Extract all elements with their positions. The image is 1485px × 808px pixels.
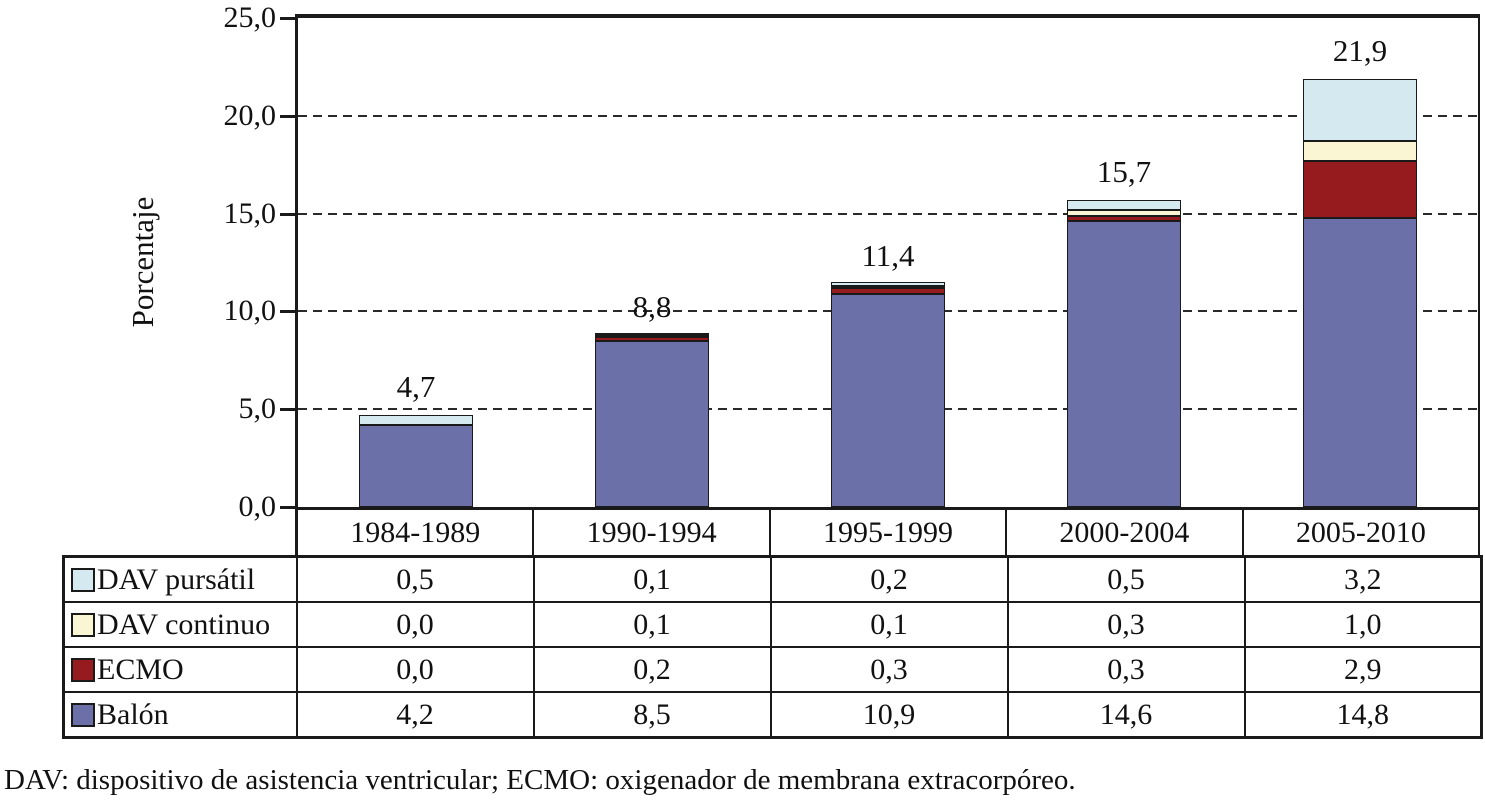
series-name-label: ECMO	[97, 652, 184, 686]
series-name-label: Balón	[97, 697, 169, 731]
legend-cell: Balón	[62, 691, 298, 739]
table-value-cell: 0,1	[769, 601, 1009, 648]
legend-swatch-dav-pursátil-icon	[71, 567, 95, 592]
y-tick-label: 0,0	[238, 490, 277, 523]
bar-segment-dav-continuo	[1067, 209, 1181, 216]
legend-swatch-dav-continuo-icon	[71, 612, 95, 637]
y-tick-mark	[280, 310, 295, 314]
legend-swatch-balón-icon	[71, 702, 95, 727]
x-axis-category-label: 1990-1994	[534, 510, 771, 555]
y-axis-title: Porcentaje	[125, 196, 160, 328]
y-tick-mark	[280, 212, 295, 216]
footnote: DAV: dispositivo de asistencia ventricul…	[4, 764, 1076, 796]
table-value-cell: 0,0	[295, 601, 535, 648]
bar-total-label: 4,7	[396, 369, 436, 405]
y-tick-label: 25,0	[223, 1, 277, 34]
plot-inner: 4,7 8,8 11,4 15,7 21,9	[298, 18, 1478, 507]
bar-segment-ecmo	[1067, 215, 1181, 222]
bar-segment-dav-continuo	[831, 285, 945, 288]
y-tick-mark	[280, 506, 295, 509]
legend-cell: DAV continuo	[62, 601, 298, 648]
table-value-cell: 0,3	[1006, 601, 1246, 648]
bar-segment-balón	[1067, 221, 1181, 507]
bar-segment-dav-continuo	[595, 334, 709, 337]
data-table: DAV pursátil 0,5 0,1 0,2 0,5 3,2 DAV continuo 0…	[62, 555, 1483, 739]
bar-segment-ecmo	[831, 287, 945, 294]
x-axis-category-label: 1984-1989	[298, 510, 535, 555]
table-value-cell: 3,2	[1243, 555, 1483, 603]
table-value-cell: 0,5	[1006, 555, 1246, 603]
x-axis-category-label: 2000-2004	[1007, 510, 1244, 555]
series-name-label: DAV continuo	[97, 607, 271, 641]
bar-segment-balón	[831, 293, 945, 507]
bar-segment-balón	[595, 340, 709, 507]
plot-area: 4,7 8,8 11,4 15,7 21,9	[295, 14, 1480, 510]
table-value-cell: 1,0	[1243, 601, 1483, 648]
x-axis-category-label: 1995-1999	[771, 510, 1008, 555]
series-name-label: DAV pursátil	[97, 562, 256, 596]
table-row-dav-continuo: DAV continuo 0,0 0,1 0,1 0,3 1,0	[62, 601, 1483, 648]
bar-total-label: 11,4	[861, 238, 915, 274]
y-tick-label: 10,0	[223, 294, 277, 328]
table-value-cell: 0,3	[1006, 646, 1246, 693]
y-tick-label: 20,0	[223, 98, 277, 132]
table-value-cell: 0,1	[532, 601, 772, 648]
table-value-cell: 4,2	[295, 691, 535, 739]
table-value-cell: 8,5	[532, 691, 772, 739]
legend-swatch-ecmo-icon	[71, 657, 95, 682]
bar-total-label: 8,8	[632, 288, 672, 324]
bar-segment-ecmo	[1303, 160, 1417, 218]
bar-total-label: 21,9	[1332, 32, 1388, 68]
y-tick-label: 15,0	[223, 196, 277, 230]
table-value-cell: 0,2	[532, 646, 772, 693]
bar-segment-dav-pursátil	[831, 282, 945, 286]
bar-total-label: 15,7	[1096, 153, 1152, 189]
x-axis-category-label: 2005-2010	[1295, 515, 1426, 549]
legend-cell: ECMO	[62, 646, 298, 693]
table-value-cell: 14,6	[1006, 691, 1246, 739]
y-tick-mark	[280, 408, 295, 412]
legend-cell: DAV pursátil	[62, 555, 298, 603]
bar-segment-dav-pursátil	[595, 332, 709, 335]
table-row-balón: Balón 4,2 8,5 10,9 14,6 14,8	[62, 691, 1483, 739]
bar-segment-dav-pursátil	[1067, 199, 1181, 210]
table-value-cell: 0,5	[295, 555, 535, 603]
table-row-dav-pursátil: DAV pursátil 0,5 0,1 0,2 0,5 3,2	[62, 555, 1483, 603]
table-value-cell: 10,9	[769, 691, 1009, 739]
y-tick-mark	[280, 17, 295, 20]
table-value-cell: 14,8	[1243, 691, 1483, 739]
bar-segment-dav-pursátil	[1303, 78, 1417, 142]
gridline-15	[298, 212, 1478, 215]
table-value-cell: 0,3	[769, 646, 1009, 693]
bar-segment-dav-pursátil	[359, 415, 473, 425]
bar-segment-balón	[359, 424, 473, 507]
bar-segment-dav-continuo	[1303, 141, 1417, 161]
x-axis-category-row: 1984-1989 1990-1994 1995-1999 2000-2004 2005…	[295, 510, 1480, 555]
table-value-cell: 2,9	[1243, 646, 1483, 693]
table-value-cell: 0,1	[532, 555, 772, 603]
table-value-cell: 0,2	[769, 555, 1009, 603]
y-tick-label: 5,0	[238, 392, 277, 426]
bar-segment-balón	[1303, 217, 1417, 507]
table-row-ecmo: ECMO 0,0 0,2 0,3 0,3 2,9	[62, 646, 1483, 693]
y-tick-mark	[280, 114, 295, 118]
table-value-cell: 0,0	[295, 646, 535, 693]
gridline-20	[298, 114, 1478, 117]
bar-segment-ecmo	[595, 336, 709, 341]
